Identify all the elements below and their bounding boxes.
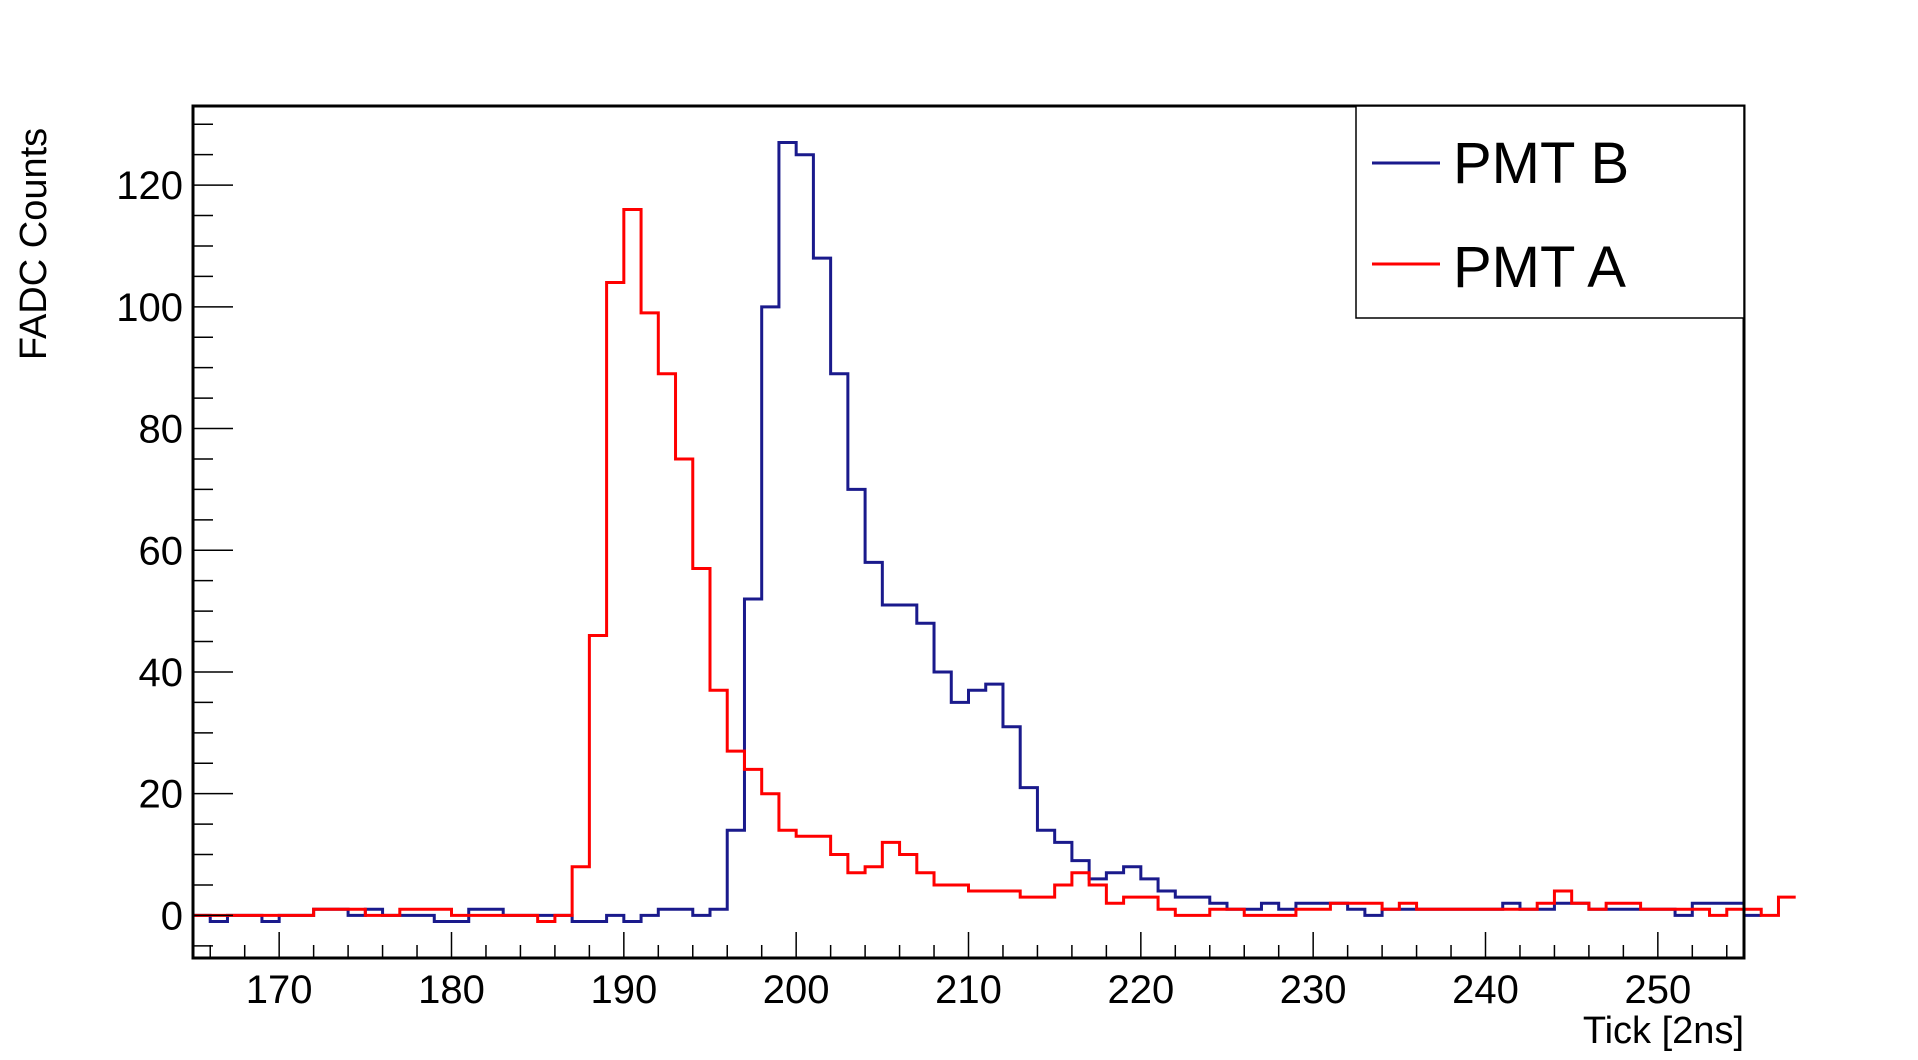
y-axis: 0 20 40 60 80 100 120	[116, 123, 233, 947]
x-tick-label: 200	[763, 968, 830, 1012]
x-axis-title: Tick [2ns]	[1583, 1010, 1744, 1052]
y-tick-label: 20	[139, 773, 184, 817]
series-line-pmt-a	[193, 207, 1796, 923]
y-tick-label: 0	[161, 894, 183, 938]
x-tick-label: 180	[418, 968, 485, 1012]
legend-label-pmt-a: PMT A	[1453, 235, 1626, 300]
x-tick-label: 170	[246, 968, 313, 1012]
x-tick-label: 230	[1280, 968, 1347, 1012]
legend-label-pmt-b: PMT B	[1453, 131, 1629, 196]
x-tick-label: 190	[590, 968, 657, 1012]
y-tick-label: 40	[139, 651, 184, 695]
x-tick-label: 220	[1107, 968, 1174, 1012]
y-tick-label: 60	[139, 529, 184, 573]
x-axis: 170 180 190 200 210 220 230 240 250	[209, 932, 1728, 1012]
legend-box	[1355, 105, 1745, 319]
series-layer	[193, 141, 1796, 923]
y-tick-label: 120	[116, 164, 183, 208]
y-axis-title: FADC Counts	[13, 128, 55, 360]
x-tick-label: 210	[935, 968, 1002, 1012]
legend: PMT B PMT A	[1355, 105, 1745, 319]
x-tick-label: 250	[1624, 968, 1691, 1012]
y-tick-label: 100	[116, 286, 183, 330]
y-tick-label: 80	[139, 408, 184, 452]
x-tick-label: 240	[1452, 968, 1519, 1012]
